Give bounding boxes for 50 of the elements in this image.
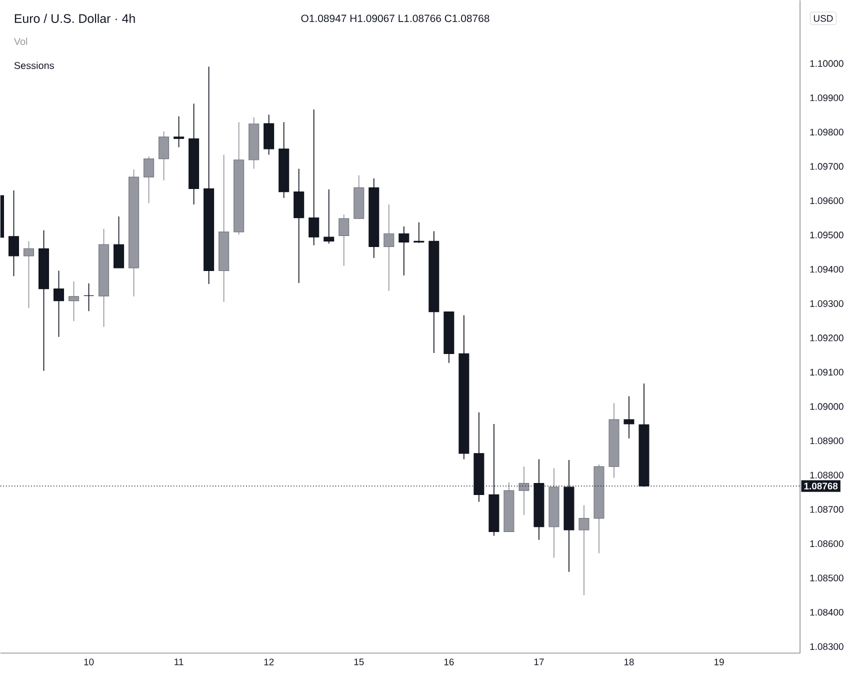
candlestick — [384, 204, 394, 292]
candlestick — [518, 466, 530, 516]
y-tick-label: 1.10000 — [810, 60, 844, 67]
x-tick-label: 18 — [624, 658, 634, 666]
y-tick-label: 1.09100 — [810, 368, 844, 376]
x-tick-label: 17 — [534, 658, 544, 666]
candlestick — [624, 396, 634, 439]
x-tick-label: 19 — [714, 658, 724, 666]
candlestick — [158, 130, 170, 181]
candlestick — [24, 240, 34, 308]
candlestick — [174, 116, 184, 148]
annotation: Sessions — [14, 62, 54, 69]
candlestick — [308, 108, 320, 246]
y-tick-label: 1.08900 — [810, 437, 844, 444]
y-tick-label: 1.09800 — [810, 128, 844, 136]
y-tick-label: 1.08500 — [810, 574, 844, 582]
candlestick — [398, 226, 410, 276]
candlestick — [578, 504, 590, 596]
text: Euro / U.S. Dollar · 4h — [14, 14, 135, 23]
candlestick — [114, 216, 124, 268]
y-tick-label: 1.08700 — [810, 506, 844, 513]
candlestick — [84, 282, 94, 312]
y-tick-label: 1.09900 — [810, 94, 844, 102]
y-tick-label: 1.09300 — [810, 300, 844, 307]
y-tick-label: 1.08400 — [810, 608, 844, 616]
x-tick-label: 10 — [84, 658, 94, 666]
candlestick — [144, 156, 154, 204]
candlestick — [54, 270, 64, 338]
x-tick-label: 12 — [264, 658, 274, 666]
y-tick-label: 1.08300 — [810, 643, 844, 650]
text: USD — [814, 14, 833, 22]
x-tick-label: 15 — [354, 658, 364, 666]
ref-line-label: 1.08768 — [804, 482, 838, 490]
candlestick — [414, 222, 424, 244]
y-tick-label: 1.08600 — [810, 540, 844, 547]
y-tick-label: 1.09600 — [810, 197, 844, 204]
candlestick — [324, 188, 334, 244]
candlestick — [8, 190, 20, 277]
x-tick-label: 11 — [174, 658, 184, 666]
y-tick-label: 1.09000 — [810, 403, 844, 410]
candlestick — [68, 280, 80, 322]
y-tick-label: 1.09400 — [810, 266, 844, 273]
annotation: O1.08947 H1.09067 L1.08766 C1.08768 — [301, 14, 490, 22]
annotation: Vol — [14, 38, 28, 45]
y-tick-label: 1.09700 — [810, 163, 844, 170]
x-tick-label: 16 — [444, 658, 454, 666]
y-tick-label: 1.08800 — [810, 472, 844, 478]
candlestick — [338, 214, 350, 266]
y-tick-label: 1.09200 — [810, 334, 844, 342]
y-tick-label: 1.09500 — [810, 232, 844, 238]
